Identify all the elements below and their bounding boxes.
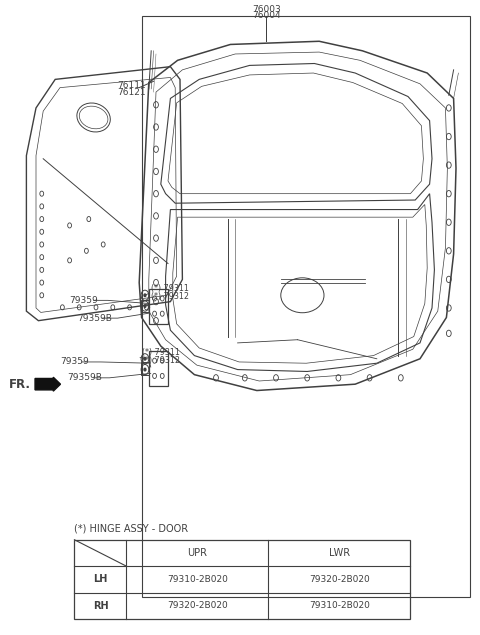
Text: 76004: 76004 [252,11,281,20]
Text: (*) HINGE ASSY - DOOR: (*) HINGE ASSY - DOOR [74,523,189,533]
Text: (*) 79312: (*) 79312 [151,292,189,301]
Text: (*) 79312: (*) 79312 [142,356,180,365]
Text: 76003: 76003 [252,5,281,14]
Text: RH: RH [93,601,108,611]
Bar [74,540,410,619]
Bar [141,362,149,375]
Text: UPR: UPR [188,548,207,558]
Text: 79320-2B020: 79320-2B020 [167,601,228,610]
Bar [142,16,470,597]
Text: 76111: 76111 [118,81,146,90]
Text: 76121: 76121 [118,88,146,97]
Bar [149,351,168,386]
Text: LWR: LWR [329,548,350,558]
Text: 79359B: 79359B [77,314,112,323]
Text: 79310-2B020: 79310-2B020 [309,601,370,610]
Circle shape [144,294,146,297]
Text: 79320-2B020: 79320-2B020 [309,575,370,584]
Circle shape [144,305,146,307]
Text: (*) 79311: (*) 79311 [151,284,189,293]
Text: (*) 79311: (*) 79311 [142,348,180,357]
Text: LH: LH [93,575,108,584]
Text: 79359: 79359 [70,296,98,305]
Circle shape [144,368,146,371]
FancyArrow shape [35,377,60,391]
Bar [141,300,149,312]
Text: FR.: FR. [9,378,31,391]
Circle shape [144,358,146,360]
Text: 79359B: 79359B [67,373,102,382]
Bar [149,288,168,324]
Text: 79359: 79359 [60,358,89,366]
Text: 79310-2B020: 79310-2B020 [167,575,228,584]
